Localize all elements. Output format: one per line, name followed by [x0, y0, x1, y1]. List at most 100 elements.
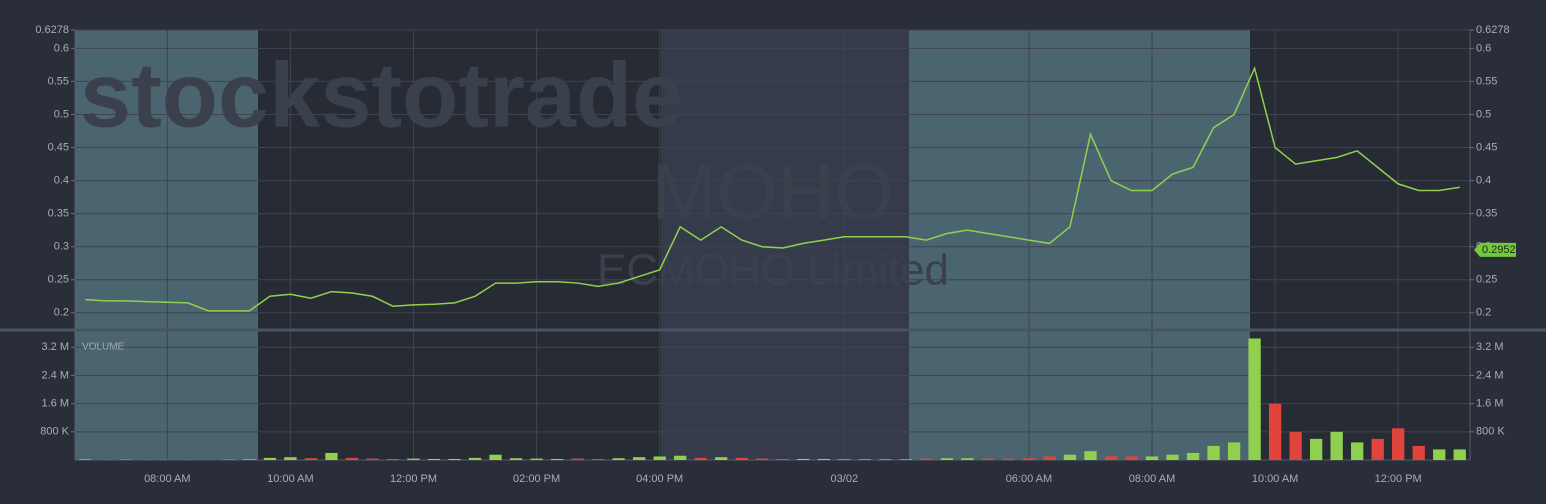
y-tick-label: 0.4	[1476, 175, 1491, 187]
volume-bar	[1043, 456, 1056, 460]
volume-bar	[838, 459, 851, 460]
symbol-watermark: MOHO	[652, 148, 895, 236]
y-tick-label: 0.6278	[1476, 24, 1510, 36]
price-line	[85, 65, 1460, 312]
x-tick-label: 04:00 PM	[636, 473, 683, 485]
volume-label: VOLUME	[82, 342, 125, 353]
volume-bar	[633, 457, 646, 460]
volume-bar	[386, 458, 400, 460]
x-tick-label: 08:00 AM	[144, 473, 190, 485]
volume-bar	[776, 458, 789, 460]
last-price-marker	[1474, 242, 1516, 257]
volume-bar	[1392, 428, 1405, 460]
y-tick-label: 0.6	[54, 42, 69, 54]
y-tick-label: 0.5	[1476, 108, 1491, 120]
y-tick-label: 0.25	[1476, 274, 1497, 286]
volume-bar	[1022, 458, 1036, 460]
volume-bar	[858, 459, 871, 460]
volume-bar	[468, 457, 482, 460]
volume-bar	[1433, 449, 1446, 460]
volume-bar	[920, 458, 933, 460]
volume-bar	[1186, 452, 1200, 460]
volume-bar	[715, 457, 728, 460]
y-tick-label: 0.25	[48, 274, 69, 286]
x-tick-label: 10:00 AM	[267, 473, 313, 485]
volume-bar	[1309, 438, 1323, 460]
afterhours-shade	[661, 30, 909, 460]
y-tick-label: 0.55	[1476, 75, 1497, 87]
y-tick-label: 800 K	[1476, 426, 1505, 438]
volume-bar	[756, 458, 769, 460]
y-tick-label: 0.5	[54, 108, 69, 120]
y-tick-label: 0.2	[54, 307, 69, 319]
watermark: stockstotrade	[80, 44, 683, 146]
volume-bar	[1166, 454, 1179, 460]
volume-bar	[1351, 442, 1364, 460]
volume-bar	[1063, 454, 1077, 460]
volume-bar	[591, 458, 605, 460]
volume-bar	[1330, 431, 1343, 460]
y-tick-label: 800 K	[40, 426, 69, 438]
volume-bar	[981, 458, 995, 460]
volume-bar	[694, 457, 707, 460]
premarket-shade	[75, 30, 258, 460]
volume-bar	[1145, 456, 1159, 460]
volume-bar	[797, 458, 810, 460]
volume-bar	[550, 458, 564, 460]
y-tick-label: 0.6278	[35, 24, 69, 36]
y-tick-label: 0.55	[48, 75, 69, 87]
y-tick-label: 0.2	[1476, 307, 1491, 319]
volume-bar	[653, 456, 666, 460]
y-tick-label: 0.35	[1476, 208, 1497, 220]
volume-bar	[1084, 451, 1097, 460]
y-tick-label: 2.4 M	[41, 369, 69, 381]
x-tick-label: 06:00 AM	[1006, 473, 1052, 485]
premarket-shade	[909, 30, 1250, 460]
volume-bar	[243, 459, 256, 460]
volume-bar	[448, 458, 461, 460]
volume-bar	[612, 458, 625, 460]
volume-bar	[427, 458, 441, 460]
volume-bar	[345, 457, 359, 460]
volume-bar	[674, 455, 687, 460]
volume-bar	[1207, 445, 1220, 460]
y-tick-label: 0.45	[48, 141, 69, 153]
volume-bar	[940, 458, 954, 460]
x-tick-label: 08:00 AM	[1129, 473, 1175, 485]
volume-bar	[304, 458, 318, 460]
volume-bar	[1371, 438, 1384, 460]
x-tick-label: 12:00 PM	[390, 473, 437, 485]
volume-bar	[263, 457, 277, 460]
x-tick-label: 12:00 PM	[1375, 473, 1422, 485]
y-tick-label: 1.6 M	[41, 398, 69, 410]
volume-bar	[879, 459, 892, 460]
y-tick-label: 2.4 M	[1476, 369, 1504, 381]
y-tick-label: 0.45	[1476, 141, 1497, 153]
y-tick-label: 3.2 M	[1476, 341, 1504, 353]
volume-bar	[961, 458, 974, 460]
volume-bar	[1002, 458, 1015, 460]
company-watermark: ECMOHO Limited	[597, 246, 949, 295]
x-tick-label: 03/02	[831, 473, 859, 485]
x-tick-label: 02:00 PM	[513, 473, 560, 485]
y-tick-label: 3.2 M	[41, 341, 69, 353]
volume-bar	[366, 458, 379, 460]
volume-bar	[1227, 442, 1241, 460]
y-tick-label: 1.6 M	[1476, 398, 1504, 410]
y-tick-label: 0.35	[48, 208, 69, 220]
volume-bar	[1268, 403, 1282, 460]
volume-bar	[1289, 431, 1302, 460]
y-tick-label: 0.3	[54, 241, 69, 253]
volume-bar	[735, 457, 748, 460]
volume-bar	[79, 459, 92, 460]
volume-bar	[1248, 338, 1261, 460]
volume-bar	[1125, 456, 1138, 460]
volume-bar	[325, 452, 338, 460]
volume-bar	[817, 458, 830, 460]
volume-bar	[530, 458, 543, 460]
volume-bar	[1412, 445, 1425, 460]
x-tick-label: 10:00 AM	[1252, 473, 1298, 485]
volume-bar	[571, 458, 584, 460]
volume-bar	[407, 458, 420, 460]
